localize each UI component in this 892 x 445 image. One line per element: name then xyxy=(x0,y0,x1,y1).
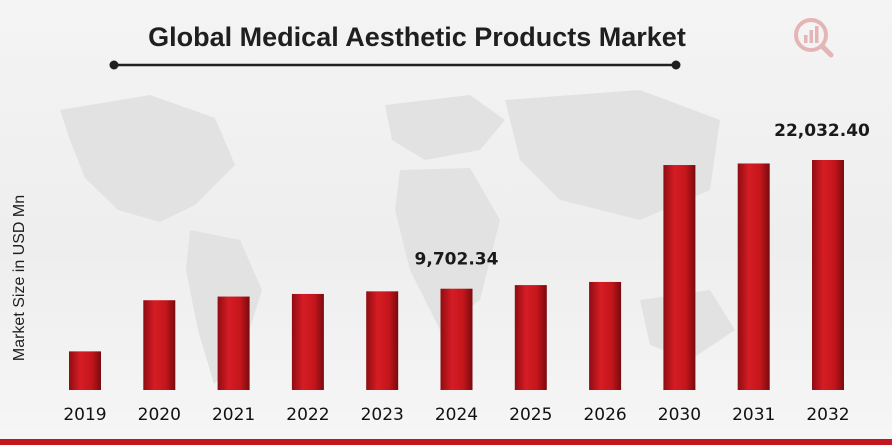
bar-2025 xyxy=(514,285,547,390)
bar-2023 xyxy=(366,291,399,390)
bar-2022 xyxy=(291,293,324,390)
brand-logo-icon xyxy=(794,18,834,58)
bar-2026 xyxy=(589,281,622,390)
bars-group xyxy=(69,160,844,390)
x-tick-2024: 2024 xyxy=(435,405,478,425)
bar-2021 xyxy=(217,296,250,390)
x-tick-2020: 2020 xyxy=(138,405,181,425)
data-label-2024: 9,702.34 xyxy=(415,250,499,270)
bottom-accent-rule xyxy=(0,439,892,445)
data-labels-group: 9,702.34 22,032.40 xyxy=(415,121,870,270)
x-axis-ticks: 2019 2020 2021 2022 2023 2024 2025 2026 2030 2031… xyxy=(63,405,849,425)
x-tick-2022: 2022 xyxy=(286,405,329,425)
x-tick-2030: 2030 xyxy=(658,405,701,425)
x-tick-2021: 2021 xyxy=(212,405,255,425)
bar-2030 xyxy=(663,165,696,390)
x-tick-2023: 2023 xyxy=(361,405,404,425)
x-tick-2026: 2026 xyxy=(583,405,626,425)
x-tick-2025: 2025 xyxy=(509,405,552,425)
x-tick-2031: 2031 xyxy=(732,405,775,425)
x-tick-2019: 2019 xyxy=(63,405,106,425)
y-axis-label: Market Size in USD Mn xyxy=(11,195,28,361)
bar-2032 xyxy=(812,160,844,390)
title-underline xyxy=(109,60,681,70)
bar-2019 xyxy=(69,351,101,390)
data-label-2032: 22,032.40 xyxy=(774,121,870,141)
chart-title: Global Medical Aesthetic Products Market xyxy=(148,22,686,52)
bar-2031 xyxy=(737,163,770,390)
x-tick-2032: 2032 xyxy=(806,405,849,425)
bar-2024 xyxy=(440,288,473,390)
bar-2020 xyxy=(143,300,176,390)
